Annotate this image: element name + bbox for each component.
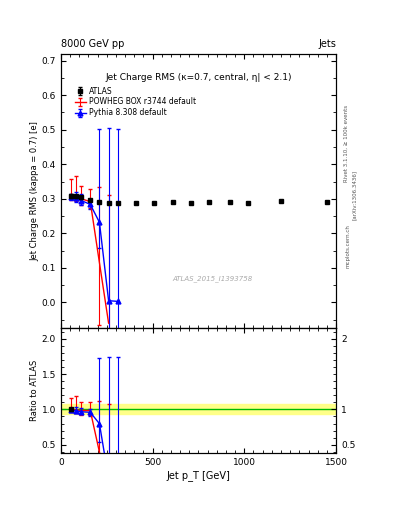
Text: 8000 GeV pp: 8000 GeV pp bbox=[61, 38, 124, 49]
Bar bbox=[61, 404, 336, 414]
X-axis label: Jet p_T [GeV]: Jet p_T [GeV] bbox=[167, 470, 230, 481]
Text: [arXiv:1306.3436]: [arXiv:1306.3436] bbox=[352, 169, 357, 220]
Text: Rivet 3.1.10, ≥ 100k events: Rivet 3.1.10, ≥ 100k events bbox=[344, 105, 349, 182]
Legend: ATLAS, POWHEG BOX r3744 default, Pythia 8.308 default: ATLAS, POWHEG BOX r3744 default, Pythia … bbox=[73, 85, 198, 119]
Text: ATLAS_2015_I1393758: ATLAS_2015_I1393758 bbox=[172, 275, 252, 282]
Text: Jets: Jets bbox=[318, 38, 336, 49]
Text: mcplots.cern.ch: mcplots.cern.ch bbox=[346, 224, 351, 268]
Y-axis label: Ratio to ATLAS: Ratio to ATLAS bbox=[30, 360, 39, 421]
Text: Jet Charge RMS (κ=0.7, central, η| < 2.1): Jet Charge RMS (κ=0.7, central, η| < 2.1… bbox=[105, 73, 292, 82]
Y-axis label: Jet Charge RMS (kappa = 0.7) [e]: Jet Charge RMS (kappa = 0.7) [e] bbox=[30, 121, 39, 261]
